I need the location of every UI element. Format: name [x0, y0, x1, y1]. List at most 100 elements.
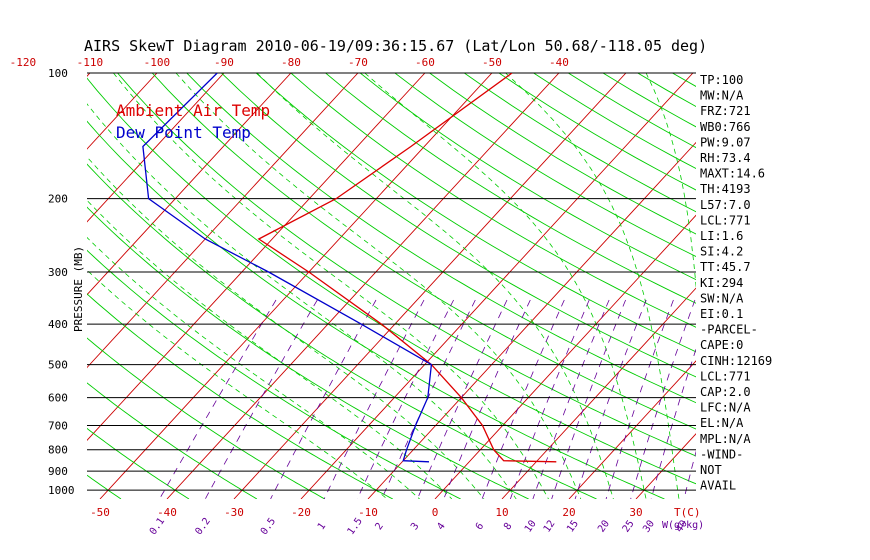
mixing-ratio-tick-label: 10 — [523, 519, 539, 535]
x-axis-label-temp: T(C) — [674, 506, 701, 519]
dry-adiabat-line — [221, 73, 696, 378]
isotherm-line — [770, 73, 870, 499]
bottom-temp-tick-label: -40 — [157, 506, 177, 519]
mixing-ratio-tick-label: 0.1 — [148, 516, 167, 537]
dry-adiabat-line — [151, 73, 696, 430]
dry-adiabat-line — [87, 163, 597, 499]
dry-adiabat-line — [87, 474, 122, 499]
top-temp-tick-label: -100 — [144, 56, 171, 69]
isotherm-line — [233, 73, 627, 499]
dry-adiabat-line — [87, 249, 461, 499]
moist-adiabat-line — [87, 156, 485, 499]
stat-item: EI:0.1 — [700, 307, 743, 321]
mixing-ratio-line — [551, 299, 626, 499]
dry-adiabat-line — [87, 293, 394, 499]
stat-item: RH:73.4 — [700, 151, 751, 165]
mixing-ratio-tick-label: 4 — [435, 521, 447, 532]
moist-adiabat-line — [505, 73, 680, 499]
isotherm-line — [87, 73, 292, 296]
dry-adiabat-line — [394, 73, 696, 258]
pressure-tick-label: 100 — [48, 67, 68, 80]
dry-adiabat-line — [498, 73, 696, 191]
bottom-temp-tick-label: 30 — [629, 506, 642, 519]
moist-adiabat-line — [87, 103, 517, 499]
pressure-tick-label: 200 — [48, 193, 68, 206]
dry-adiabat-line — [325, 73, 696, 304]
stat-item: TH:4193 — [700, 182, 751, 196]
isotherm-line — [635, 433, 696, 499]
bottom-temp-tick-label: -50 — [90, 506, 110, 519]
bottom-temp-tick-label: -20 — [291, 506, 311, 519]
stat-item: -WIND- — [700, 447, 743, 461]
pressure-lines — [87, 72, 696, 491]
mixing-ratio-line — [381, 299, 476, 499]
stat-item: MPL:N/A — [700, 432, 751, 446]
dry-adiabat-line — [87, 206, 529, 499]
pressure-tick-label: 400 — [48, 318, 68, 331]
top-temp-tick-label: -70 — [348, 56, 368, 69]
isotherm-line — [837, 73, 870, 499]
dry-adiabat-line — [359, 73, 696, 281]
mixing-ratio-tick-label: 1.5 — [346, 516, 365, 537]
mixing-ratio-tick-label: 15 — [565, 518, 581, 534]
dry-adiabat-line — [87, 337, 326, 499]
isotherm-line — [568, 360, 696, 499]
top-temp-tick-label: -90 — [214, 56, 234, 69]
mixing-ratio-line — [443, 299, 531, 499]
isotherm-line — [87, 73, 426, 441]
pressure-tick-label: 900 — [48, 465, 68, 478]
dry-adiabat-line — [290, 73, 696, 328]
mixing-ratio-line — [417, 299, 508, 499]
stat-item: AVAIL — [700, 479, 736, 493]
moist-adiabat-line — [113, 73, 549, 499]
isotherm-line — [87, 73, 158, 150]
legend-temp: Ambient Air Temp — [116, 101, 270, 120]
moist-adiabat-line — [87, 199, 453, 499]
stat-item: TP:100 — [700, 73, 743, 87]
dry-adiabat-line — [255, 73, 696, 353]
mixing-ratio-tick-label: 0.5 — [259, 516, 278, 537]
mixing-ratio-line — [323, 299, 425, 499]
stat-item: SW:N/A — [700, 291, 744, 305]
isotherm-line — [0, 73, 23, 499]
mixing-ratio-tick-label: 3 — [409, 521, 421, 532]
mixing-ratio-tick-label: 2 — [373, 521, 385, 532]
isotherm-line — [99, 73, 493, 499]
profile-lines — [142, 73, 557, 463]
stat-item: LI:1.6 — [700, 229, 743, 243]
y-axis-label: PRESSURE (MB) — [72, 246, 85, 332]
stat-item: L57:7.0 — [700, 198, 751, 212]
stat-item: WB0:766 — [700, 120, 751, 134]
moist-adiabat-line — [364, 73, 647, 499]
background-grid — [0, 73, 870, 499]
mixing-ratio-tick-label: 8 — [502, 521, 514, 532]
isotherm-line — [166, 73, 560, 499]
mixing-ratio-tick-label: 6 — [474, 521, 486, 532]
bottom-temp-tick-label: 10 — [495, 506, 508, 519]
chart-title: AIRS SkewT Diagram 2010-06-19/09:36:15.6… — [84, 37, 707, 55]
isotherm-line — [501, 287, 696, 499]
pressure-tick-label: 300 — [48, 266, 68, 279]
dry-adiabat-line — [87, 77, 696, 485]
stat-item: LCL:771 — [700, 369, 751, 383]
pressure-tick-label: 800 — [48, 444, 68, 457]
isotherm-line — [87, 73, 359, 369]
dry-adiabat-line — [776, 73, 870, 499]
x-axis-label-mixing: W(g/kg) — [662, 520, 704, 531]
stat-item: CINH:12169 — [700, 354, 772, 368]
stat-item: PW:9.07 — [700, 135, 751, 149]
top-temp-tick-label: -120 — [10, 56, 37, 69]
stat-item: LFC:N/A — [700, 401, 751, 415]
stat-item: MW:N/A — [700, 89, 744, 103]
stat-item: MAXT:14.6 — [700, 167, 765, 181]
stat-item: FRZ:721 — [700, 104, 751, 118]
bottom-temp-tick-label: 0 — [432, 506, 439, 519]
isotherm-line — [300, 73, 694, 499]
stat-item: LCL:771 — [700, 213, 751, 227]
isotherm-line — [434, 214, 696, 499]
bottom-temp-tick-label: -10 — [358, 506, 378, 519]
stat-item: TT:45.7 — [700, 260, 751, 274]
